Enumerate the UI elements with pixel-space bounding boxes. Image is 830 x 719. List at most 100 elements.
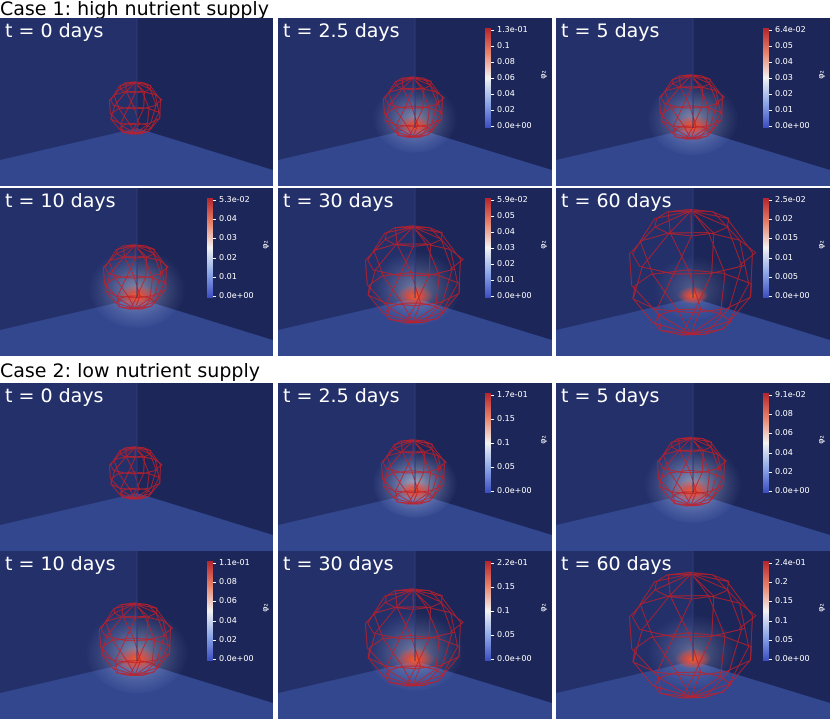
colorbar-title: φ₂ [816, 603, 826, 612]
colorbar-tick [769, 238, 772, 239]
scene-render [556, 383, 830, 551]
colorbar-tick-label: 0.1 [497, 438, 510, 447]
floor [556, 128, 830, 186]
floor [278, 493, 552, 551]
scene-render [556, 188, 830, 356]
floor [0, 128, 273, 186]
colorbar-tick [491, 635, 494, 636]
scene-render [0, 188, 273, 356]
colorbar-title: φ₂ [538, 240, 548, 249]
colorbar-tick [769, 78, 772, 79]
colorbar-tick-label: 0.0e+00 [775, 121, 810, 130]
colorbar-tick-label: 0.04 [775, 448, 793, 457]
colorbar-tick-label: 0.0e+00 [219, 291, 254, 300]
colorbar-tick [769, 582, 772, 583]
colorbar-tick-label: 0.15 [497, 582, 515, 591]
colorbar-tick-label: 0.03 [219, 233, 237, 242]
scene-render [556, 551, 830, 719]
colorbar-gradient [485, 561, 491, 661]
colorbar: 1.1e-01 0.08 0.06 0.04 0.02 0.0e+00 φ₂ [207, 558, 270, 665]
wireframe-mesh [629, 571, 757, 699]
colorbar-tick [491, 264, 494, 265]
colorbar-tick-label: 0.04 [219, 616, 237, 625]
colorbar-gradient [763, 561, 769, 661]
colorbar-tick [769, 46, 772, 47]
colorbar-tick-label: 0.02 [497, 259, 515, 268]
colorbar: 2.4e-01 0.2 0.15 0.1 0.05 0.0e+00 φ₂ [763, 559, 826, 665]
colorbar-tick [491, 232, 494, 233]
colorbar-tick [491, 200, 494, 201]
colorbar-tick [769, 659, 772, 660]
colorbar-tick-label: 0.015 [775, 233, 798, 242]
time-label: t = 60 days [561, 190, 672, 212]
time-label: t = 2.5 days [283, 20, 400, 42]
colorbar-tick [491, 94, 494, 95]
colorbar-gradient [207, 561, 213, 661]
colorbar-tick-label: 0.04 [775, 57, 793, 66]
colorbar-tick-label: 1.1e-01 [219, 558, 250, 567]
colorbar-tick-label: 0.0e+00 [219, 654, 254, 663]
colorbar-gradient [763, 28, 769, 128]
colorbar-tick [769, 30, 772, 31]
colorbar: 5.9e-02 0.05 0.04 0.03 0.02 0.01 0.0e+00 φ₂ [485, 196, 548, 302]
colorbar: 2.2e-01 0.15 0.1 0.05 0.0e+00 φ₂ [485, 558, 548, 665]
scene-render [0, 18, 273, 186]
colorbar-tick-label: 2.2e-01 [497, 558, 528, 567]
colorbar-gradient [763, 198, 769, 298]
colorbar-tick-label: 0.04 [497, 227, 515, 236]
simulation-panel: t = 2.5 days 1.7e-01 0.15 0.1 0.05 0.0e+00 φ₂ [278, 383, 552, 551]
simulation-panel: t = 5 days 6.4e-02 0.05 0.04 0.03 0.02 0.01 0.0… [556, 18, 830, 186]
colorbar-tick [769, 258, 772, 259]
colorbar-tick [491, 587, 494, 588]
colorbar-tick-label: 0.15 [775, 596, 793, 605]
time-label: t = 10 days [5, 553, 116, 575]
colorbar-tick-label: 5.3e-02 [219, 195, 250, 204]
time-label: t = 5 days [561, 385, 660, 407]
scene-render [556, 18, 830, 186]
wireframe-mesh [108, 81, 163, 135]
scene-render [278, 551, 552, 719]
colorbar-tick [769, 110, 772, 111]
colorbar-gradient [485, 198, 491, 298]
wireframe-mesh [380, 439, 447, 505]
colorbar-title: φ₂ [538, 435, 548, 444]
scene-render [0, 551, 273, 719]
colorbar-tick-label: 0.05 [775, 635, 793, 644]
wireframe-mesh [102, 244, 169, 310]
colorbar-tick [491, 248, 494, 249]
colorbar-tick [491, 443, 494, 444]
wireframe-mesh [108, 446, 163, 500]
wireframe-mesh [365, 225, 464, 324]
colorbar: 2.5e-02 0.02 0.015 0.01 0.005 0.0e+00 φ₂ [763, 196, 826, 302]
colorbar-tick-label: 0.15 [497, 414, 515, 423]
simulation-panel: t = 5 days 9.1e-02 0.08 0.06 0.04 0.02 0.0e+00… [556, 383, 830, 551]
colorbar-tick [491, 296, 494, 297]
colorbar-tick-label: 0.0e+00 [497, 291, 532, 300]
colorbar-tick [213, 601, 216, 602]
colorbar-tick [213, 296, 216, 297]
colorbar-tick-label: 0.01 [497, 275, 515, 284]
colorbar-tick-label: 0.04 [219, 214, 237, 223]
colorbar-tick-label: 1.3e-01 [497, 25, 528, 34]
colorbar-tick [491, 659, 494, 660]
colorbar-tick [491, 491, 494, 492]
colorbar-tick [769, 491, 772, 492]
colorbar-tick-label: 0.04 [497, 89, 515, 98]
colorbar-tick [769, 453, 772, 454]
colorbar-tick [213, 582, 216, 583]
colorbar-tick [491, 395, 494, 396]
scene-render [0, 383, 273, 551]
colorbar-tick-label: 0.01 [775, 105, 793, 114]
colorbar-tick [769, 472, 772, 473]
left-wall [0, 383, 137, 525]
colorbar-tick-label: 0.06 [775, 428, 793, 437]
time-label: t = 0 days [5, 385, 104, 407]
colorbar-tick-label: 0.05 [497, 462, 515, 471]
colorbar-tick [491, 467, 494, 468]
wireframe-mesh [365, 588, 464, 687]
simulation-panel: t = 60 days 2.4e-01 0.2 0.15 0.1 0.05 0.0e+00 φ… [556, 551, 830, 719]
colorbar-tick-label: 0.05 [497, 630, 515, 639]
case-title: Case 1: high nutrient supply [0, 0, 269, 20]
wireframe-mesh [656, 436, 728, 507]
simulation-panel: t = 0 days [0, 383, 273, 551]
